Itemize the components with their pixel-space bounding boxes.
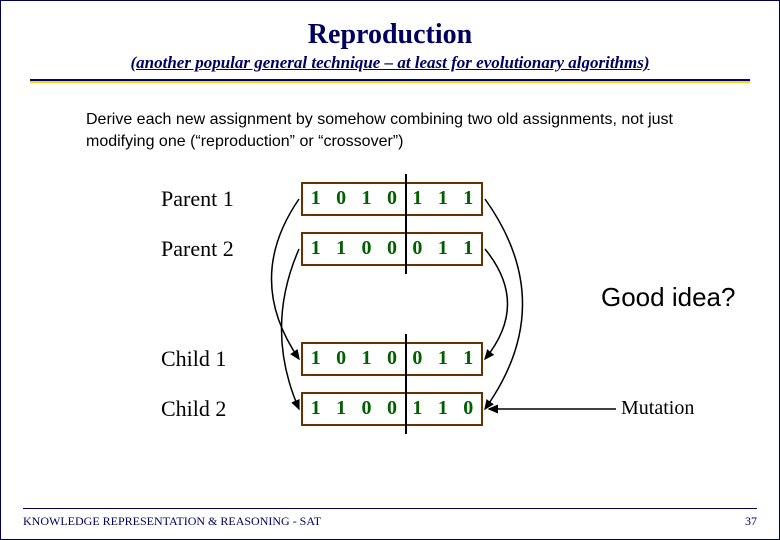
page-number: 37 <box>745 514 757 529</box>
bit: 1 <box>328 237 353 260</box>
bit: 0 <box>379 237 404 260</box>
bit: 1 <box>328 397 353 420</box>
bit: 1 <box>456 187 481 210</box>
crossover-arrows <box>1 172 780 472</box>
bit: 1 <box>405 397 430 420</box>
bit: 1 <box>354 187 379 210</box>
child1-label: Child 1 <box>161 346 226 372</box>
bit: 1 <box>405 187 430 210</box>
parent1-label: Parent 1 <box>161 186 234 212</box>
child1-bits: 1010011 <box>301 342 483 376</box>
bit: 1 <box>303 187 328 210</box>
bit: 0 <box>354 237 379 260</box>
slide-subtitle: (another popular general technique – at … <box>1 51 779 79</box>
bit: 0 <box>379 187 404 210</box>
bit: 0 <box>456 397 481 420</box>
bit: 0 <box>405 237 430 260</box>
crossover-diagram: Parent 11010111Parent 21100011Child 1101… <box>1 172 779 472</box>
bit: 1 <box>430 187 455 210</box>
parent2-bits: 1100011 <box>301 232 483 266</box>
bit: 1 <box>430 237 455 260</box>
bit: 1 <box>303 237 328 260</box>
bit: 0 <box>328 187 353 210</box>
crossover-line-parents <box>405 174 407 274</box>
bit: 1 <box>430 397 455 420</box>
bit: 1 <box>303 397 328 420</box>
bit: 1 <box>354 347 379 370</box>
slide-title: Reproduction <box>1 1 779 51</box>
bit: 0 <box>328 347 353 370</box>
bit: 1 <box>456 347 481 370</box>
bit: 1 <box>456 237 481 260</box>
bit: 1 <box>303 347 328 370</box>
bit: 0 <box>379 347 404 370</box>
child2-bits: 1100110 <box>301 392 483 426</box>
bit: 0 <box>379 397 404 420</box>
footer-divider <box>23 508 757 509</box>
description-text: Derive each new assignment by somehow co… <box>1 83 779 154</box>
mutation-label: Mutation <box>621 397 694 420</box>
parent2-label: Parent 2 <box>161 236 234 262</box>
good-idea-text: Good idea? <box>601 282 735 313</box>
bit: 0 <box>354 397 379 420</box>
child2-label: Child 2 <box>161 396 226 422</box>
bit: 1 <box>430 347 455 370</box>
crossover-line-children <box>405 334 407 434</box>
footer-text: KNOWLEDGE REPRESENTATION & REASONING - S… <box>23 514 321 529</box>
bit: 0 <box>405 347 430 370</box>
parent1-bits: 1010111 <box>301 182 483 216</box>
